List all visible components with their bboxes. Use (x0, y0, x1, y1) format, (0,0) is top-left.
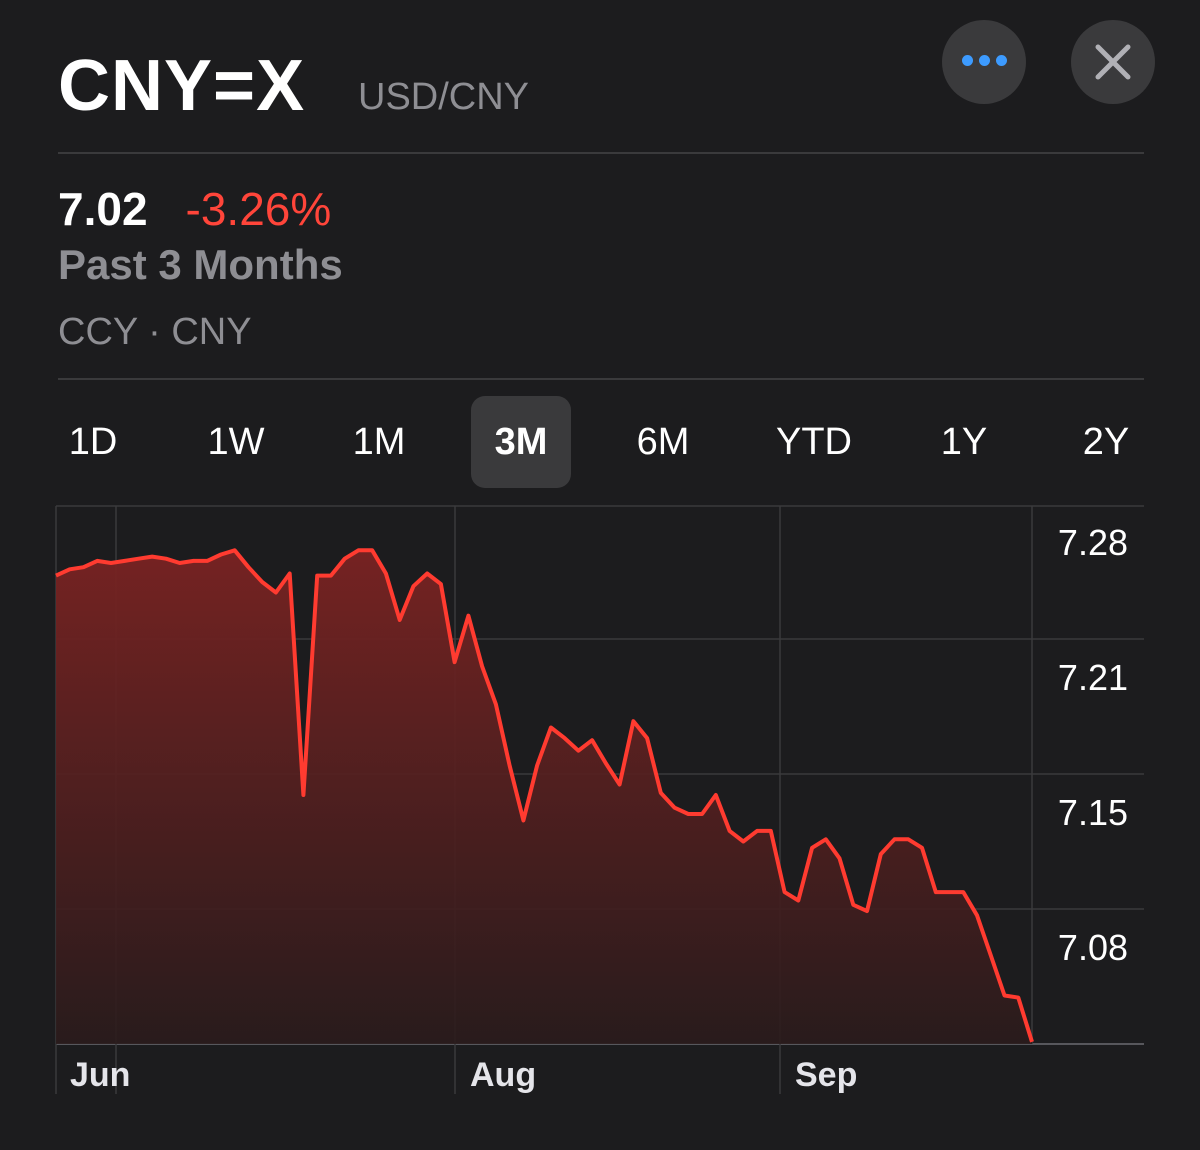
ellipsis-icon (959, 53, 1010, 71)
price-chart: 7.28 7.21 7.15 7.08 Jun Aug Sep (55, 505, 1144, 1094)
header-divider (58, 152, 1144, 154)
more-button[interactable] (942, 20, 1026, 104)
range-3m[interactable]: 3M (471, 396, 571, 488)
quote-divider (58, 378, 1144, 380)
price-line (55, 548, 1034, 1043)
x-tick-label: Aug (470, 1056, 536, 1094)
range-6m[interactable]: 6M (636, 421, 690, 463)
range-1w[interactable]: 1W (207, 421, 265, 463)
ticker-symbol: CNY=X (58, 46, 306, 126)
range-ytd[interactable]: YTD (776, 421, 852, 463)
range-2y[interactable]: 2Y (1082, 421, 1130, 463)
period-label: Past 3 Months (58, 241, 343, 288)
range-1d[interactable]: 1D (68, 421, 118, 463)
range-selector: 1D 1W 1M 3M 6M YTD 1Y 2Y (0, 396, 1200, 488)
price-row: 7.02 -3.26% (58, 184, 331, 234)
currency-pair: USD/CNY (358, 76, 530, 118)
x-tick-label: Jun (70, 1056, 130, 1094)
y-tick-label: 7.28 (1058, 522, 1128, 563)
price-change: -3.26% (185, 183, 332, 235)
instrument-meta: CCY · CNY (58, 311, 252, 353)
y-tick-label: 7.15 (1058, 792, 1128, 833)
y-tick-label: 7.21 (1058, 657, 1128, 698)
header: CNY=X USD/CNY (58, 20, 1158, 140)
close-icon (1095, 44, 1131, 80)
current-price: 7.02 (58, 183, 148, 235)
y-tick-label: 7.08 (1058, 927, 1128, 968)
range-1y[interactable]: 1Y (940, 421, 988, 463)
chart-area-fill (56, 550, 1032, 1044)
range-1m[interactable]: 1M (352, 421, 406, 463)
close-button[interactable] (1071, 20, 1155, 104)
x-tick-label: Sep (795, 1056, 857, 1094)
